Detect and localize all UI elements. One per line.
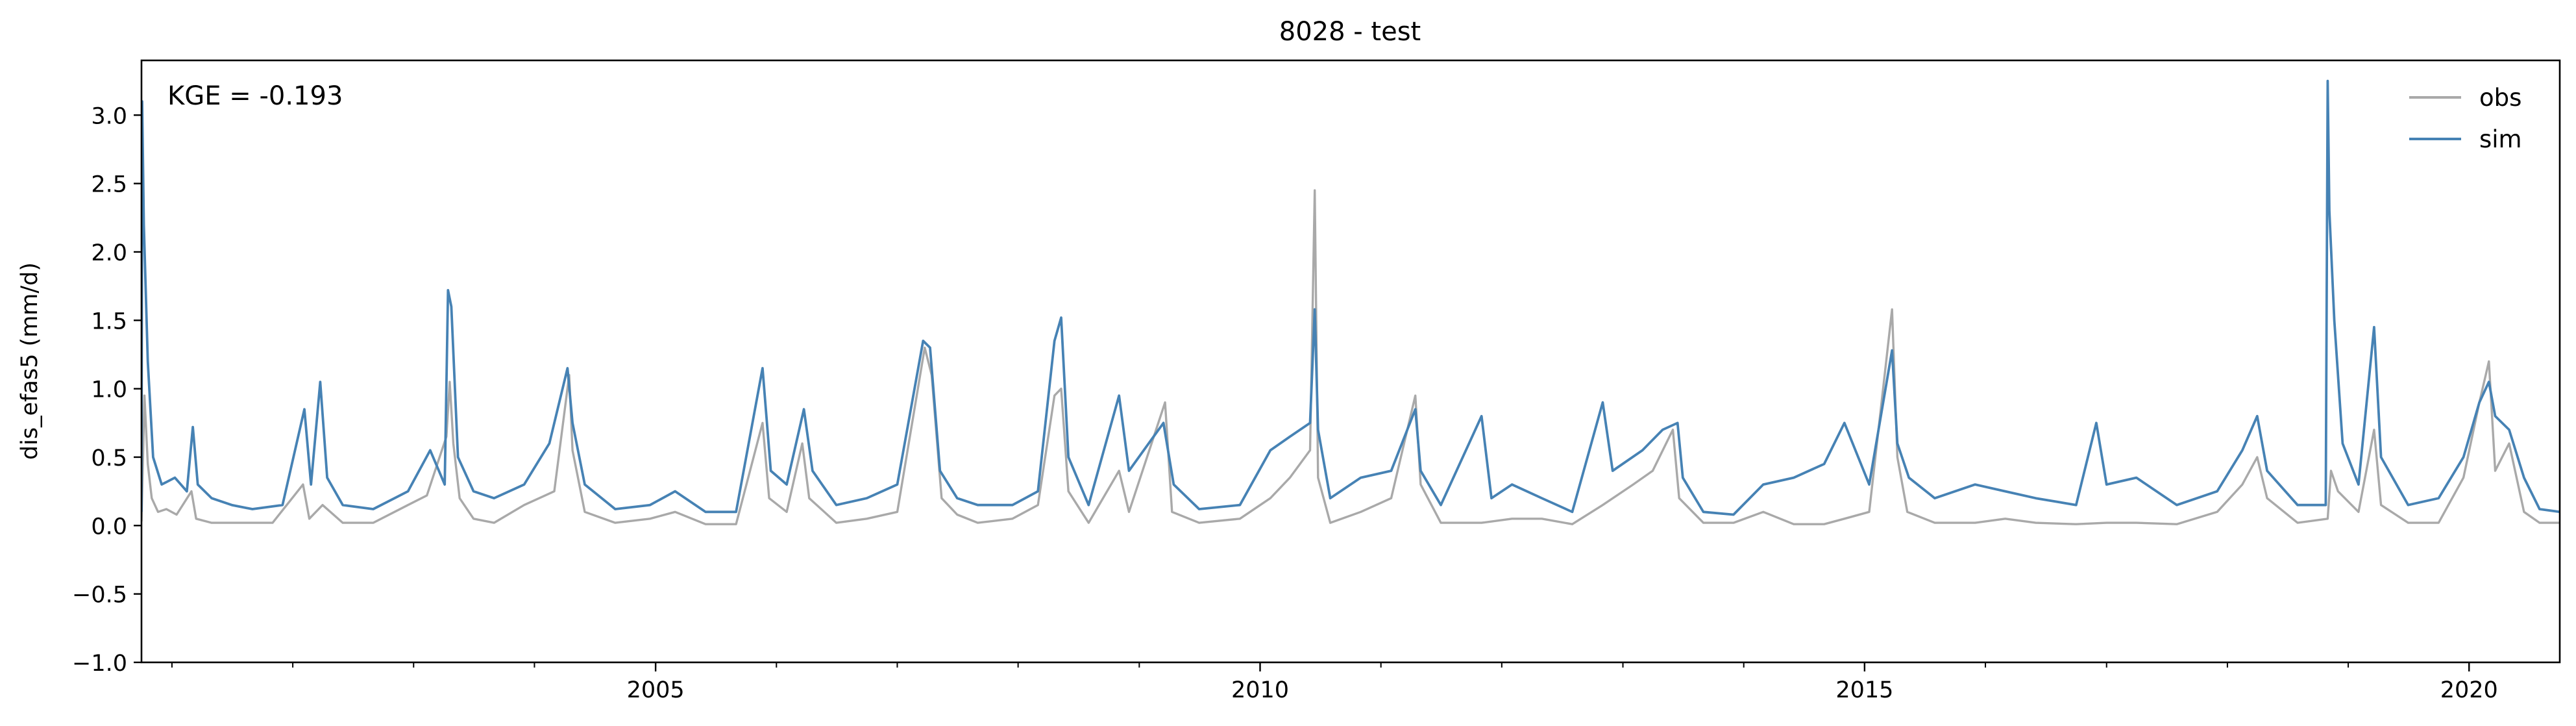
x-tick-label: 2005	[627, 677, 685, 703]
y-tick-label: 2.0	[91, 240, 127, 266]
y-tick-label: −1.0	[72, 651, 127, 677]
y-tick-label: 1.5	[91, 308, 127, 334]
legend-label-sim: sim	[2479, 125, 2522, 153]
y-tick-label: 3.0	[91, 103, 127, 129]
x-axis: 2005 2010 2015 2020	[171, 662, 2498, 703]
y-tick-label: −0.5	[72, 582, 127, 608]
y-axis: −1.0 −0.5 0.0 0.5 1.0 1.5 2.0 2.5 3.0	[72, 103, 141, 677]
y-tick-label: 2.5	[91, 172, 127, 198]
x-tick-label: 2020	[2440, 677, 2498, 703]
legend-label-obs: obs	[2479, 84, 2521, 112]
y-tick-label: 1.0	[91, 377, 127, 403]
chart-title: 8028 - test	[1279, 17, 1421, 47]
y-tick-label: 0.0	[91, 514, 127, 540]
y-axis-label: dis_efas5 (mm/d)	[17, 262, 43, 460]
series-layer	[141, 79, 2560, 525]
x-tick-label: 2010	[1231, 677, 1289, 703]
plot-frame	[140, 59, 2561, 664]
series-line-obs	[141, 189, 2560, 525]
x-tick-label: 2015	[1835, 677, 1893, 703]
plot-area	[141, 79, 2560, 525]
kge-annotation: KGE = -0.193	[167, 81, 343, 111]
legend: obs sim	[2409, 84, 2522, 153]
series-line-sim	[141, 79, 2560, 516]
y-tick-label: 0.5	[91, 445, 127, 471]
